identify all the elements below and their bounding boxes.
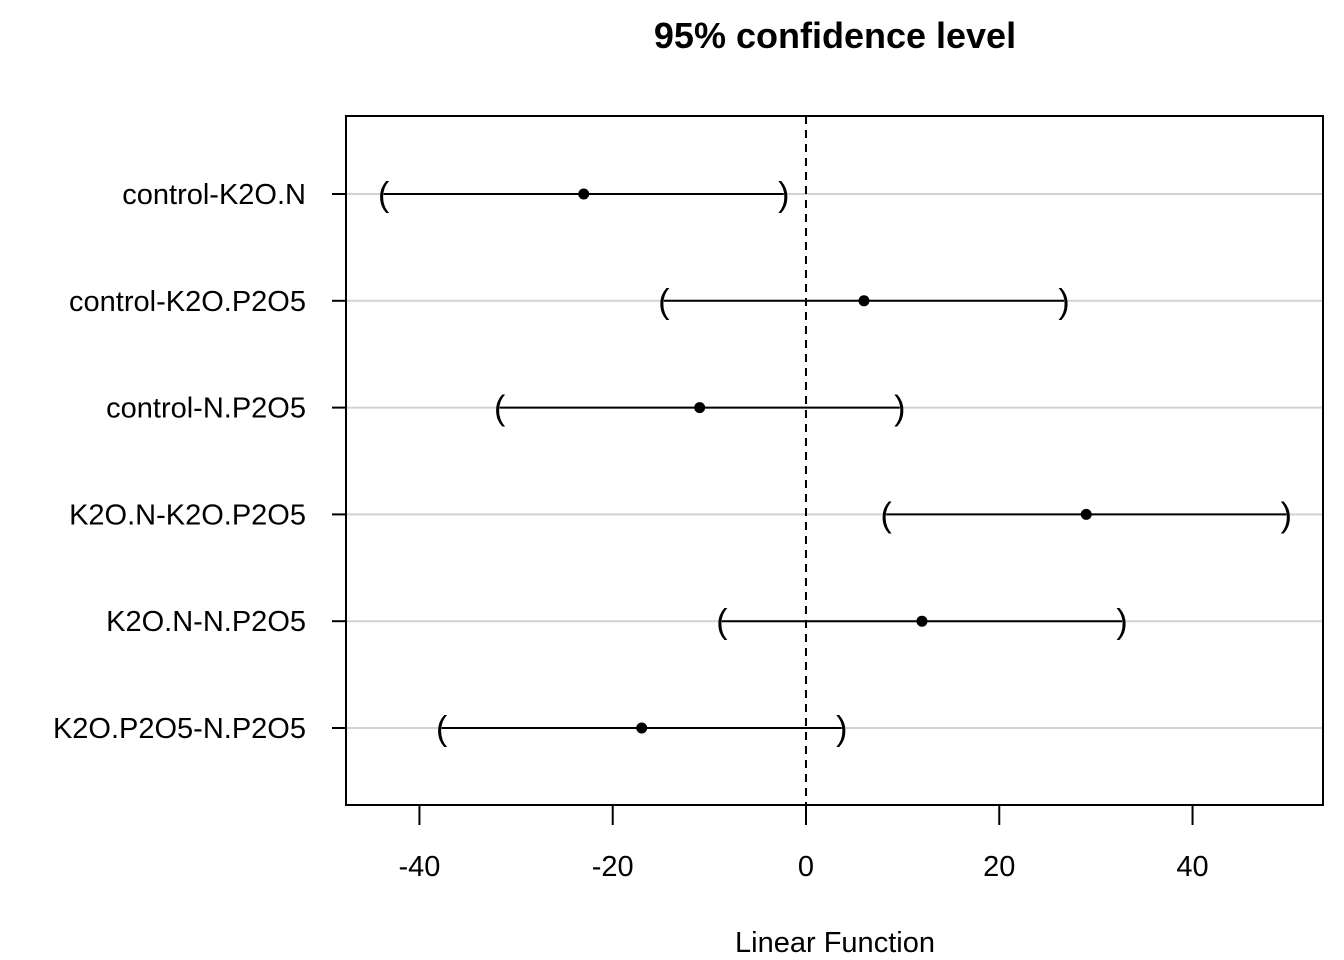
estimate-point: [858, 295, 870, 307]
lower-bound-marker: (: [494, 390, 506, 428]
x-tick-label: 40: [1176, 851, 1208, 883]
category-label: K2O.N-K2O.P2O5: [69, 499, 306, 531]
estimate-point: [916, 615, 928, 627]
interval-K2O.P2O5-N.P2O5: (): [436, 710, 847, 748]
x-tick-label: -40: [398, 851, 440, 883]
upper-bound-marker: ): [836, 710, 847, 748]
category-label: K2O.P2O5-N.P2O5: [53, 713, 306, 745]
lower-bound-marker: (: [881, 496, 893, 534]
chart-title: 95% confidence level: [654, 15, 1016, 56]
x-tick-label: 20: [983, 851, 1015, 883]
category-label: control-K2O.P2O5: [69, 286, 306, 318]
x-tick-label: -20: [592, 851, 634, 883]
interval-control-N.P2O5: (): [494, 390, 905, 428]
estimate-point: [636, 722, 648, 734]
interval-K2O.N-K2O.P2O5: (): [881, 496, 1292, 534]
estimate-point: [1080, 508, 1092, 520]
grid-lines: [346, 193, 1323, 729]
upper-bound-marker: ): [1058, 283, 1069, 321]
interval-K2O.N-N.P2O5: (): [716, 603, 1127, 641]
estimate-point: [578, 188, 590, 200]
upper-bound-marker: ): [1116, 603, 1127, 641]
lower-bound-marker: (: [378, 176, 390, 214]
estimate-point: [694, 402, 706, 414]
y-axis: control-K2O.N control-K2O.P2O5 control-N.P…: [53, 179, 346, 745]
x-axis: -40 -20 0 20 40: [398, 805, 1209, 883]
category-label: control-N.P2O5: [106, 393, 306, 425]
category-label: control-K2O.N: [122, 179, 306, 211]
x-axis-label: Linear Function: [735, 927, 935, 959]
plot-frame: [345, 115, 1324, 806]
category-label: K2O.N-N.P2O5: [106, 606, 306, 638]
upper-bound-marker: ): [778, 176, 789, 214]
interval-control-K2O.P2O5: (): [658, 283, 1069, 321]
lower-bound-marker: (: [658, 283, 670, 321]
confidence-intervals: ()()()()()(): [378, 176, 1292, 748]
lower-bound-marker: (: [716, 603, 728, 641]
lower-bound-marker: (: [436, 710, 448, 748]
upper-bound-marker: ): [894, 390, 905, 428]
x-tick-label: 0: [798, 851, 814, 883]
interval-control-K2O.N: (): [378, 176, 789, 214]
upper-bound-marker: ): [1281, 496, 1292, 534]
